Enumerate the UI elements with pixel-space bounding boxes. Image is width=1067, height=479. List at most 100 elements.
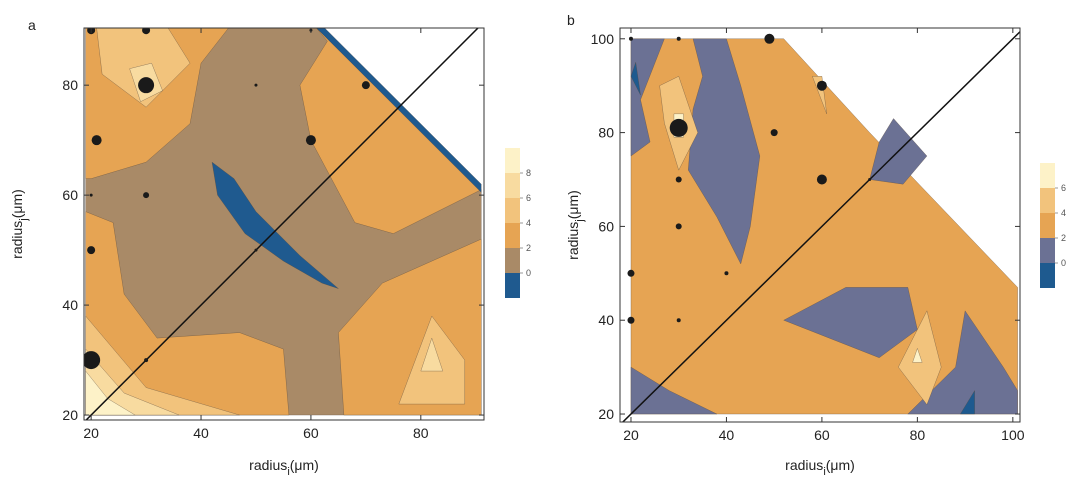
y-tick-label: 20 bbox=[62, 407, 78, 423]
axis-label-unit: (μm) bbox=[565, 190, 581, 219]
x-tick-label: 20 bbox=[83, 425, 99, 441]
colorbar-swatch bbox=[505, 248, 520, 273]
colorbar-swatch bbox=[1040, 238, 1055, 263]
colorbar-swatch bbox=[1040, 263, 1055, 288]
axis-label: radiusj(μm) bbox=[565, 190, 586, 260]
colorbar-tick-label: 4 bbox=[526, 218, 531, 228]
contour-region bbox=[630, 38, 665, 157]
contour-region bbox=[316, 28, 482, 193]
diagonal-line bbox=[621, 31, 1020, 422]
data-point bbox=[868, 178, 872, 182]
colorbar-swatch bbox=[505, 223, 520, 248]
colorbar-tick-label: 6 bbox=[526, 193, 531, 203]
plot-area bbox=[621, 31, 1020, 422]
axis-label-sub: i bbox=[287, 466, 289, 478]
y-tick-label: 60 bbox=[62, 187, 78, 203]
y-tick-label: 40 bbox=[62, 297, 78, 313]
data-point bbox=[142, 28, 151, 35]
data-point bbox=[91, 135, 102, 146]
panel-label: a bbox=[28, 17, 36, 33]
axis-label: radiusi(μm) bbox=[785, 457, 855, 478]
y-tick-label: 80 bbox=[598, 125, 614, 141]
axis-label-unit: (μm) bbox=[826, 457, 855, 473]
data-point bbox=[770, 129, 778, 137]
colorbar-tick-label: 6 bbox=[1061, 183, 1066, 193]
colorbar: 0 2 4 6 8 bbox=[505, 148, 531, 298]
plot-frame bbox=[619, 27, 1021, 423]
data-point bbox=[254, 248, 258, 252]
y-tick-label: 20 bbox=[598, 406, 614, 422]
axis-label-main: radius bbox=[785, 457, 823, 473]
data-point bbox=[676, 318, 681, 323]
colorbar-swatch bbox=[1040, 213, 1055, 238]
data-point bbox=[305, 135, 316, 146]
colorbar-swatch bbox=[1040, 188, 1055, 213]
contour-region bbox=[85, 370, 137, 416]
colorbar-swatch bbox=[1040, 163, 1055, 188]
data-point bbox=[628, 36, 633, 41]
x-tick-label: 20 bbox=[623, 427, 639, 443]
colorbar-tick-label: 2 bbox=[526, 243, 531, 253]
data-point bbox=[764, 33, 775, 44]
y-tick-label: 60 bbox=[598, 218, 614, 234]
data-point bbox=[138, 77, 155, 94]
contour-region bbox=[299, 28, 482, 234]
colorbar-swatch bbox=[505, 148, 520, 173]
contour-region bbox=[630, 366, 718, 415]
colorbar-tick-label: 0 bbox=[1061, 258, 1066, 268]
colorbar-swatch bbox=[505, 173, 520, 198]
data-point bbox=[669, 118, 688, 137]
y-tick-label: 80 bbox=[62, 77, 78, 93]
x-tick-label: 60 bbox=[303, 425, 319, 441]
contour-region bbox=[959, 389, 975, 415]
diagonal-line bbox=[85, 28, 480, 420]
colorbar-tick-label: 8 bbox=[526, 168, 531, 178]
data-point bbox=[816, 174, 827, 185]
axis-label: radiusj(μm) bbox=[9, 189, 30, 259]
x-tick-label: 40 bbox=[193, 425, 209, 441]
contour-region bbox=[630, 62, 641, 96]
x-tick-label: 60 bbox=[814, 427, 830, 443]
data-point bbox=[627, 316, 635, 324]
x-tick-label: 40 bbox=[719, 427, 735, 443]
contour-region bbox=[211, 161, 339, 289]
contour-region bbox=[783, 287, 918, 359]
colorbar-tick-label: 2 bbox=[1061, 233, 1066, 243]
data-point bbox=[724, 271, 729, 276]
data-point bbox=[144, 358, 149, 363]
axis-label-sub: i bbox=[823, 466, 825, 478]
data-point bbox=[361, 81, 370, 90]
data-point bbox=[84, 351, 101, 370]
data-point bbox=[254, 83, 258, 87]
x-tick-label: 80 bbox=[413, 425, 429, 441]
plot-area bbox=[84, 28, 482, 420]
axis-label-main: radius bbox=[249, 457, 287, 473]
data-point bbox=[675, 223, 682, 230]
contour-region bbox=[912, 347, 923, 363]
y-tick-label: 40 bbox=[598, 312, 614, 328]
axis-label-main: radius bbox=[9, 221, 25, 259]
axis-label-sub: j bbox=[574, 219, 586, 222]
data-point bbox=[143, 192, 150, 199]
colorbar: 0 2 4 6 bbox=[1040, 163, 1066, 288]
data-point bbox=[87, 246, 96, 255]
colorbar-swatch bbox=[505, 273, 520, 298]
contour-region bbox=[420, 337, 444, 372]
data-point bbox=[676, 36, 681, 41]
data-point bbox=[627, 269, 635, 277]
colorbar-swatch bbox=[505, 198, 520, 223]
axis-label-sub: j bbox=[18, 218, 30, 221]
axis-label-unit: (μm) bbox=[290, 457, 319, 473]
axis-label-unit: (μm) bbox=[9, 189, 25, 218]
data-point bbox=[675, 176, 682, 183]
axis-label: radiusi(μm) bbox=[249, 457, 319, 478]
axis-label-main: radius bbox=[565, 222, 581, 260]
data-point bbox=[816, 80, 827, 91]
colorbar-tick-label: 4 bbox=[1061, 208, 1066, 218]
x-tick-label: 100 bbox=[1001, 427, 1025, 443]
contour-region bbox=[688, 38, 761, 265]
x-tick-label: 80 bbox=[910, 427, 926, 443]
y-tick-label: 100 bbox=[591, 31, 615, 47]
